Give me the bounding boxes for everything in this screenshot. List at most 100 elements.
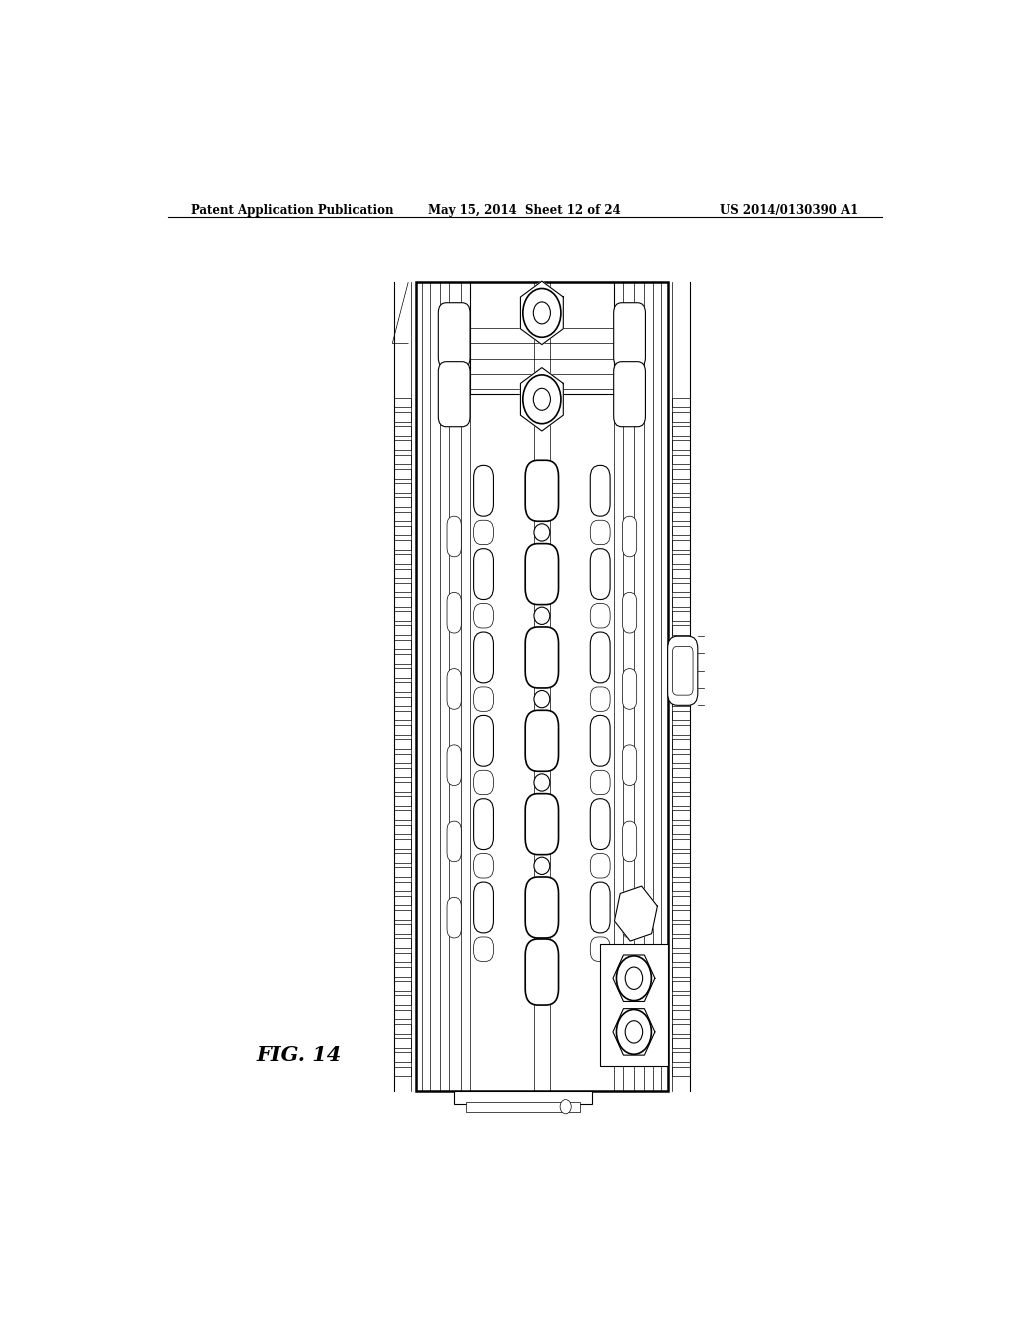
Ellipse shape [534,913,550,932]
Bar [394,810,412,820]
Polygon shape [613,954,655,1002]
Bar [394,626,412,635]
Bar [673,697,690,706]
FancyBboxPatch shape [590,466,610,516]
Ellipse shape [523,289,561,338]
Bar [394,512,412,521]
Text: US 2014/0130390 A1: US 2014/0130390 A1 [720,205,858,216]
Bar [394,653,412,664]
FancyBboxPatch shape [590,520,610,545]
Bar [600,944,668,1067]
Ellipse shape [534,388,551,411]
Ellipse shape [626,968,643,990]
FancyBboxPatch shape [474,854,494,878]
Bar [394,454,412,465]
FancyBboxPatch shape [590,632,610,682]
Bar [673,710,690,721]
Bar [673,512,690,521]
Ellipse shape [626,1020,643,1043]
Bar [673,995,690,1005]
FancyBboxPatch shape [623,744,637,785]
Bar [673,953,690,962]
Ellipse shape [560,1100,571,1114]
FancyBboxPatch shape [525,627,558,688]
Ellipse shape [616,956,651,1001]
Bar [394,697,412,706]
FancyBboxPatch shape [613,362,645,426]
FancyBboxPatch shape [673,647,693,696]
Bar [673,454,690,465]
FancyBboxPatch shape [590,715,610,766]
Bar [394,939,412,948]
Bar [394,498,412,507]
Bar [673,554,690,564]
Bar [673,682,690,692]
Bar [416,282,668,1092]
FancyBboxPatch shape [474,686,494,711]
FancyBboxPatch shape [590,937,610,961]
Bar [394,924,412,935]
Bar [394,825,412,834]
Bar [470,282,613,395]
Bar [673,668,690,677]
FancyBboxPatch shape [447,593,461,634]
FancyBboxPatch shape [525,710,558,771]
Bar [394,412,412,421]
Bar [394,469,412,479]
Bar [394,1067,412,1076]
Bar [673,397,690,408]
Bar [673,582,690,593]
Bar [394,597,412,607]
FancyBboxPatch shape [525,876,558,939]
Bar [673,739,690,748]
Polygon shape [614,886,657,941]
Polygon shape [520,281,563,345]
Ellipse shape [523,375,561,424]
Bar [394,397,412,408]
FancyBboxPatch shape [590,799,610,850]
Bar [673,796,690,805]
Bar [394,781,412,792]
FancyBboxPatch shape [474,549,494,599]
Ellipse shape [534,690,550,708]
Ellipse shape [534,857,550,874]
FancyBboxPatch shape [590,603,610,628]
Bar [394,995,412,1005]
FancyBboxPatch shape [474,715,494,766]
Bar [394,540,412,549]
FancyBboxPatch shape [474,799,494,850]
Bar [673,840,690,849]
Bar [673,754,690,763]
FancyBboxPatch shape [447,898,461,939]
FancyBboxPatch shape [623,593,637,634]
Bar [673,611,690,620]
Ellipse shape [534,607,550,624]
Bar [673,924,690,935]
Bar [673,597,690,607]
FancyBboxPatch shape [623,821,637,862]
Polygon shape [520,367,563,432]
Bar [394,525,412,536]
Bar [394,909,412,920]
Bar [673,896,690,906]
FancyBboxPatch shape [474,603,494,628]
FancyBboxPatch shape [590,882,610,933]
Bar [673,626,690,635]
FancyBboxPatch shape [668,636,697,705]
FancyBboxPatch shape [525,461,558,521]
Bar [673,469,690,479]
Bar [394,710,412,721]
Bar [394,739,412,748]
Bar [394,426,412,436]
Bar [394,1052,412,1063]
Bar [673,853,690,863]
Bar [394,1024,412,1034]
Polygon shape [613,1008,655,1055]
Bar [394,882,412,891]
FancyBboxPatch shape [438,362,470,426]
Bar [394,853,412,863]
FancyBboxPatch shape [474,937,494,961]
Bar [673,412,690,421]
Bar [394,725,412,735]
Bar [394,554,412,564]
